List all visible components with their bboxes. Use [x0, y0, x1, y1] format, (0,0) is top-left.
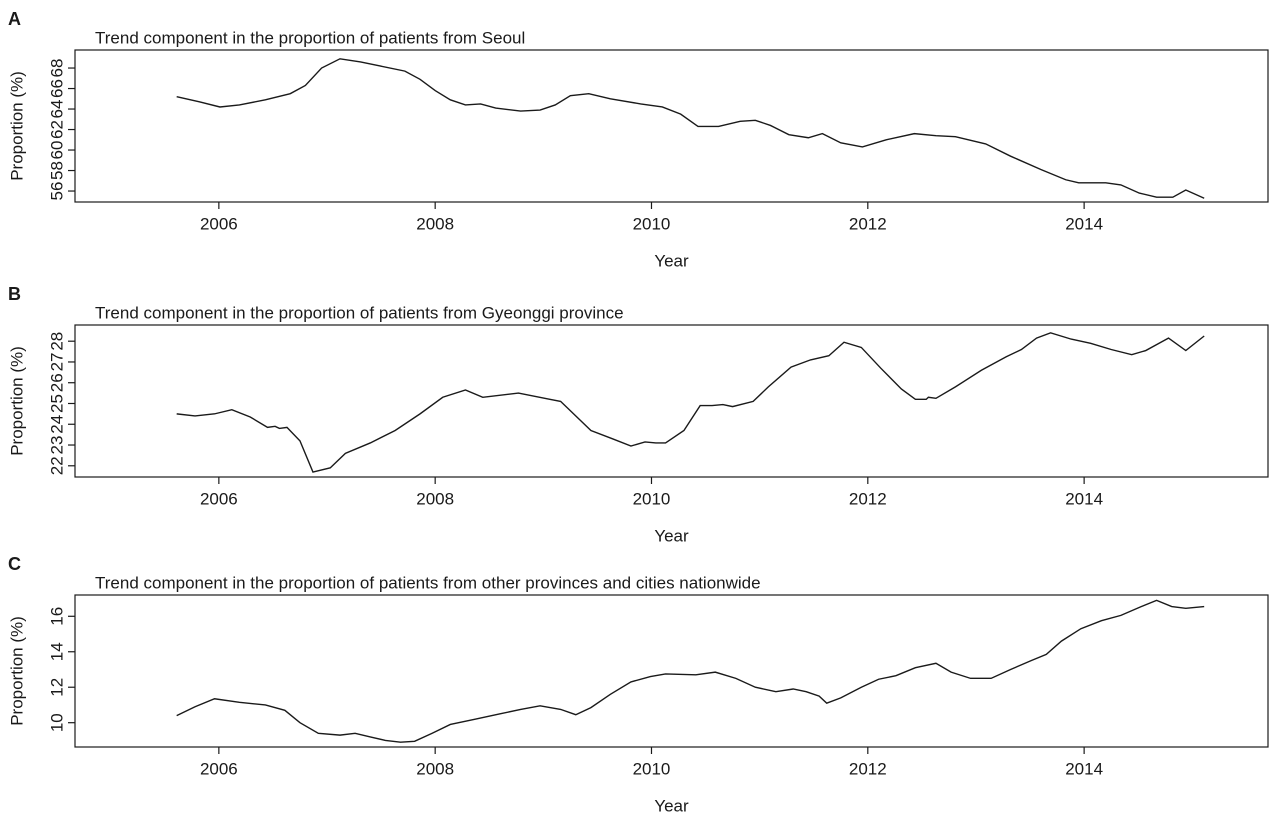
panel-title: Trend component in the proportion of pat…	[95, 303, 624, 322]
y-tick-label: 24	[47, 415, 66, 434]
y-tick-label: 28	[47, 332, 66, 351]
y-tick-label: 60	[47, 141, 66, 160]
x-tick-label: 2010	[633, 759, 671, 778]
y-tick-label: 62	[47, 120, 66, 139]
y-tick-label: 23	[47, 436, 66, 455]
y-tick-label: 12	[47, 678, 66, 697]
x-tick-label: 2014	[1065, 489, 1103, 508]
x-tick-label: 2014	[1065, 214, 1103, 233]
x-tick-label: 2006	[200, 759, 238, 778]
y-tick-label: 66	[47, 79, 66, 98]
y-tick-label: 10	[47, 713, 66, 732]
panel-title: Trend component in the proportion of pat…	[95, 573, 761, 592]
y-tick-label: 68	[47, 59, 66, 78]
y-tick-label: 27	[47, 353, 66, 372]
x-tick-label: 2006	[200, 214, 238, 233]
x-tick-label: 2006	[200, 489, 238, 508]
y-tick-label: 26	[47, 373, 66, 392]
y-tick-label: 58	[47, 161, 66, 180]
y-axis-label: Proportion (%)	[7, 71, 26, 181]
x-tick-label: 2012	[849, 759, 887, 778]
x-tick-label: 2010	[633, 489, 671, 508]
y-tick-label: 64	[47, 100, 66, 119]
x-axis-label: Year	[654, 796, 689, 814]
y-tick-label: 16	[47, 607, 66, 626]
y-tick-label: 14	[47, 642, 66, 661]
x-tick-label: 2008	[416, 214, 454, 233]
x-tick-label: 2012	[849, 214, 887, 233]
plot-frame	[74, 49, 1269, 203]
y-tick-label: 56	[47, 182, 66, 201]
x-tick-label: 2008	[416, 759, 454, 778]
x-axis-label: Year	[654, 526, 689, 545]
y-tick-label: 22	[47, 456, 66, 475]
x-tick-label: 2014	[1065, 759, 1103, 778]
trend-line	[176, 332, 1205, 473]
panel-title: Trend component in the proportion of pat…	[95, 28, 525, 47]
panel-letter: A	[8, 9, 21, 29]
y-tick-label: 25	[47, 394, 66, 413]
x-tick-label: 2010	[633, 214, 671, 233]
plot-frame	[74, 324, 1269, 478]
trend-line	[176, 58, 1205, 199]
trend-line	[176, 599, 1205, 743]
panel-letter: C	[8, 554, 21, 574]
y-axis-label: Proportion (%)	[7, 616, 26, 726]
x-tick-label: 2012	[849, 489, 887, 508]
x-tick-label: 2008	[416, 489, 454, 508]
y-axis-label: Proportion (%)	[7, 346, 26, 456]
panel-letter: B	[8, 284, 21, 304]
x-axis-label: Year	[654, 251, 689, 270]
plot-frame	[74, 594, 1269, 748]
